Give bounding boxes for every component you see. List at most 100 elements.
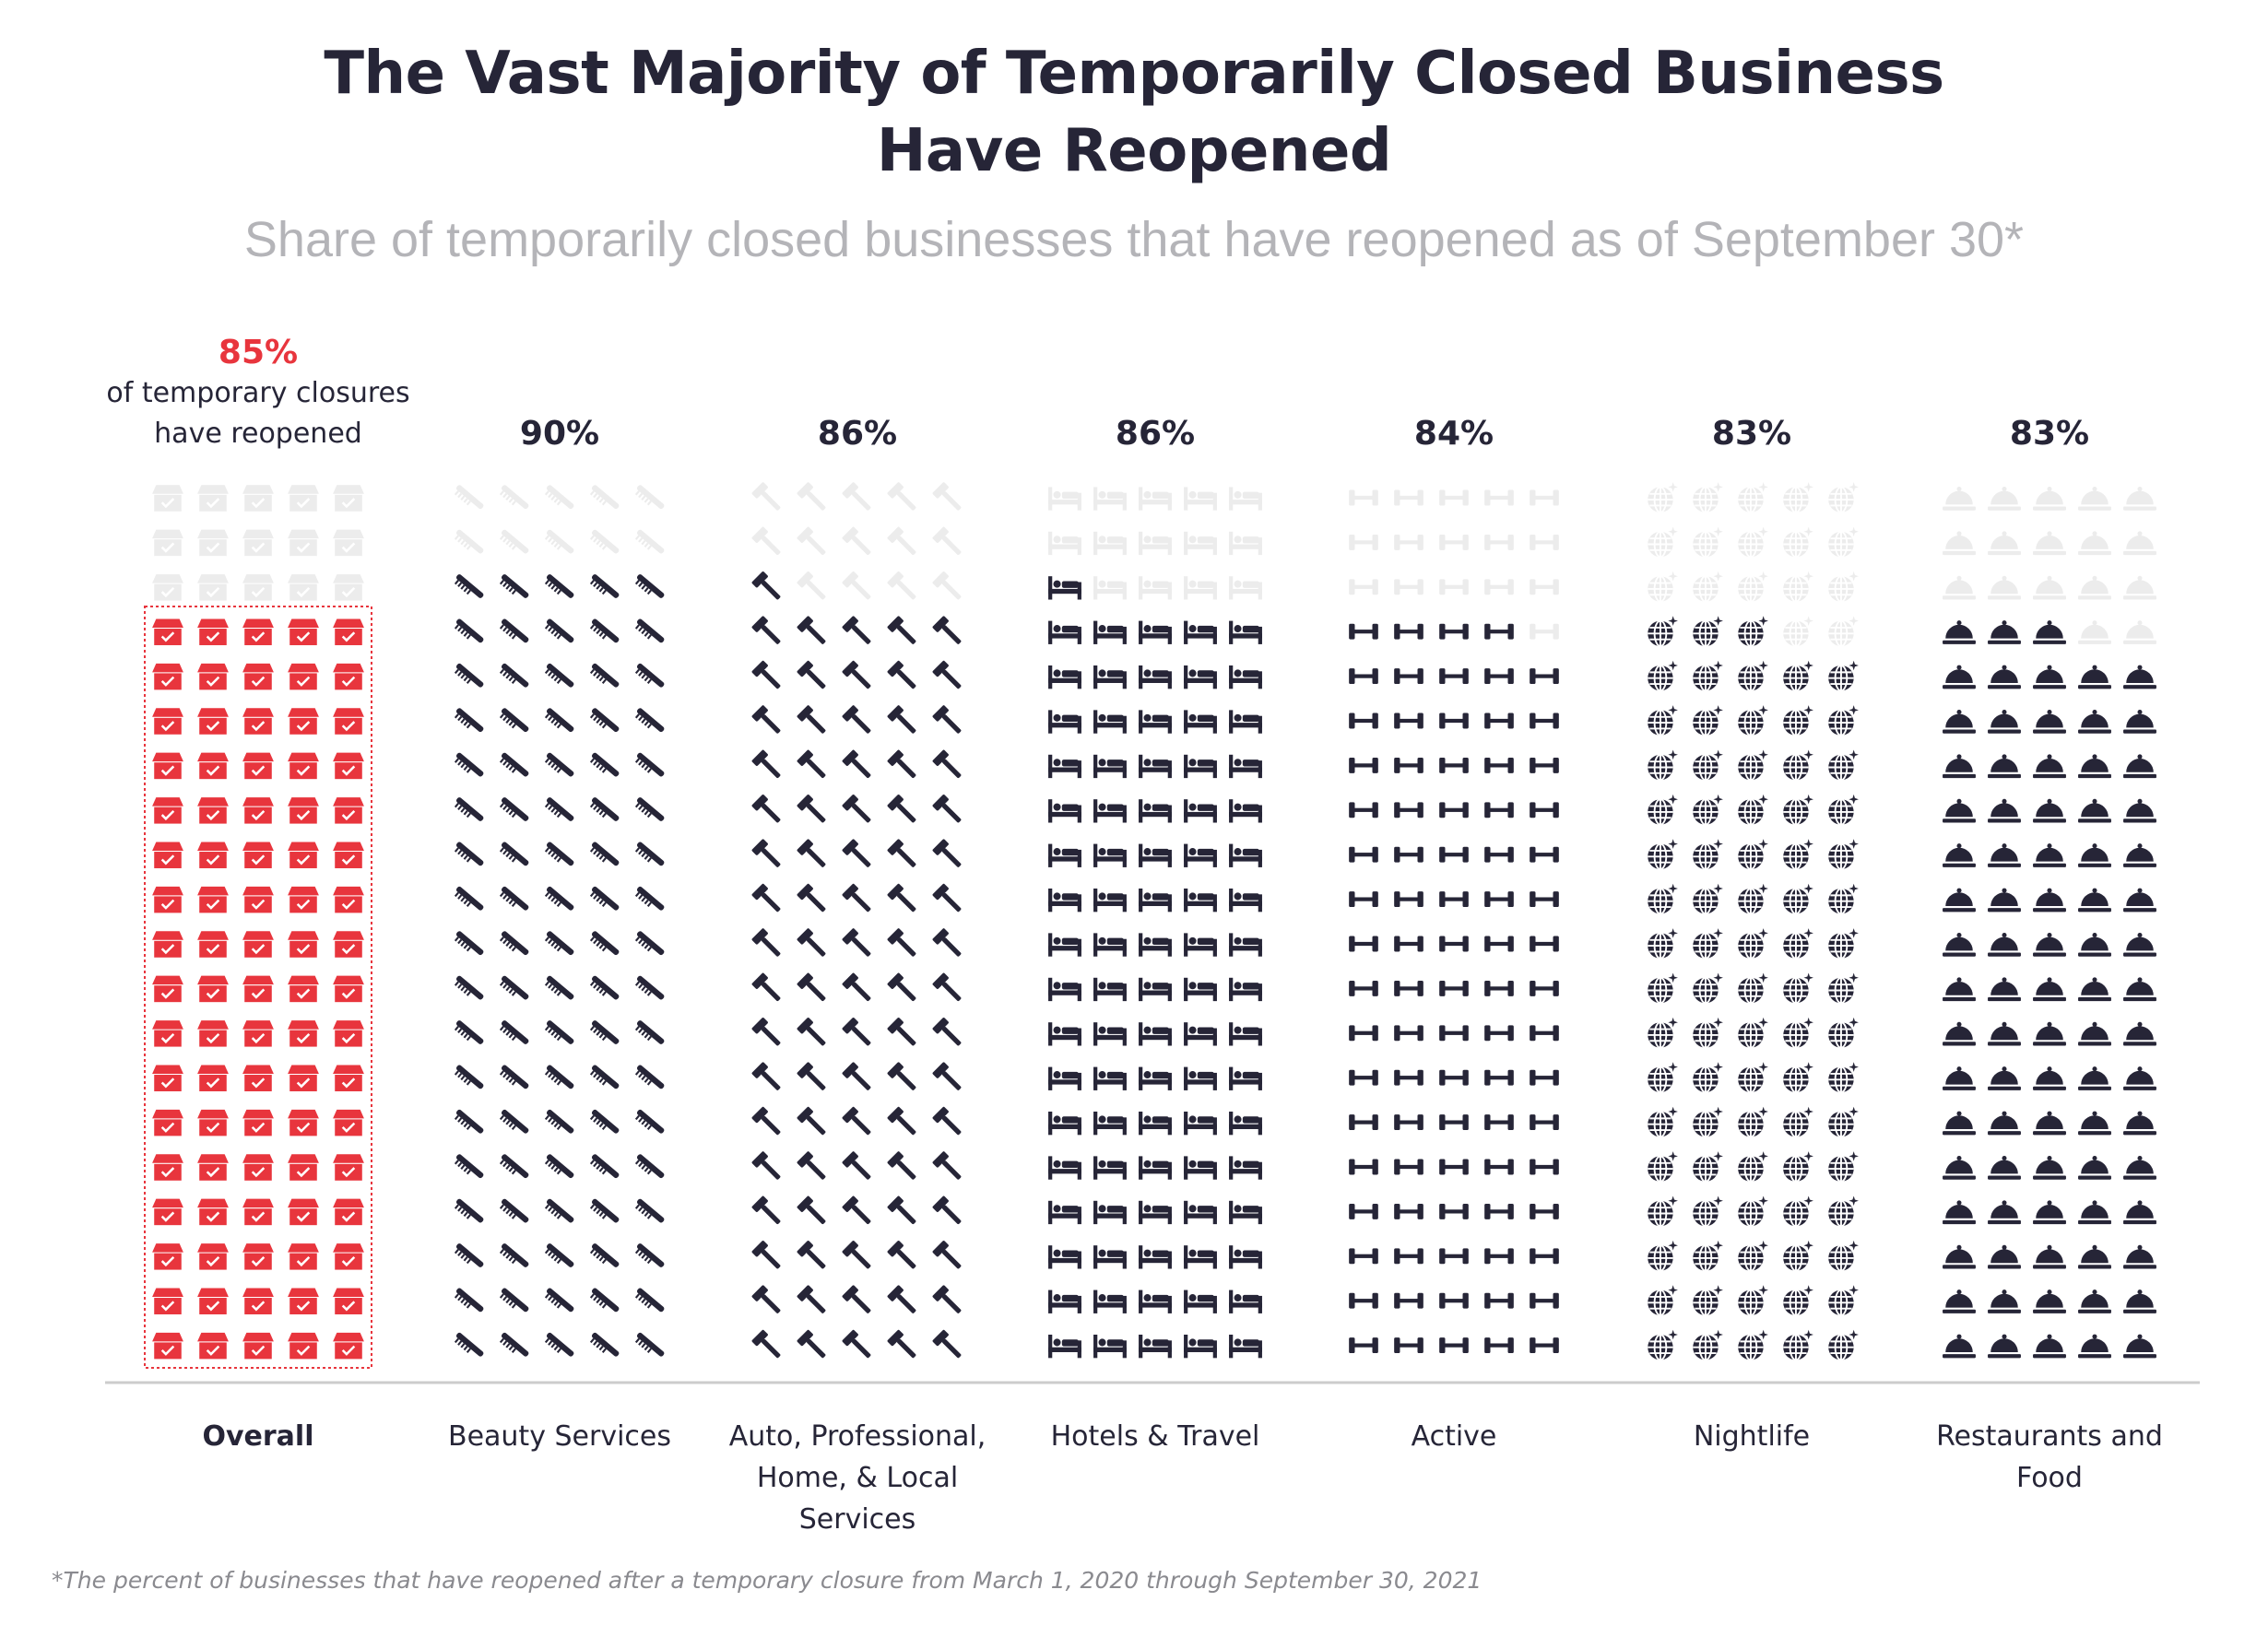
disco-ball-unit-icon xyxy=(1782,615,1814,647)
dumbbell-unit-icon xyxy=(1530,668,1559,685)
hammer-unit-icon xyxy=(750,748,782,779)
disco-ball-unit-icon xyxy=(1827,793,1860,826)
comb-unit-icon xyxy=(542,484,575,514)
hammer-unit-icon xyxy=(931,660,963,689)
hammer-unit-icon xyxy=(931,571,963,601)
disco-ball-unit-icon xyxy=(1692,659,1724,692)
icon-column-2 xyxy=(750,481,963,1359)
store-unit-icon xyxy=(241,840,276,870)
comb-unit-icon xyxy=(632,484,666,514)
comb-unit-icon xyxy=(452,573,485,603)
cloche-unit-icon xyxy=(1988,932,2021,957)
comb-unit-icon xyxy=(632,1153,666,1183)
icon-column-0 xyxy=(150,483,366,1360)
cloche-unit-icon xyxy=(2123,1334,2156,1359)
hammer-unit-icon xyxy=(931,1284,963,1314)
chart-title-line-1: The Vast Majority of Temporarily Closed … xyxy=(324,40,1944,108)
cloche-unit-icon xyxy=(2078,754,2111,779)
cloche-unit-icon xyxy=(2033,1200,2066,1225)
comb-unit-icon xyxy=(632,1331,666,1361)
icon-column-1 xyxy=(452,484,666,1361)
cloche-unit-icon xyxy=(2078,665,2111,689)
bed-unit-icon xyxy=(1184,843,1217,867)
dumbbell-unit-icon xyxy=(1530,1114,1559,1131)
hammer-unit-icon xyxy=(750,927,782,958)
disco-ball-unit-icon xyxy=(1737,1195,1769,1228)
store-unit-icon xyxy=(286,1286,321,1316)
disco-ball-unit-icon xyxy=(1692,748,1724,782)
store-unit-icon xyxy=(286,929,321,960)
comb-unit-icon xyxy=(542,841,575,871)
hammer-unit-icon xyxy=(931,927,963,958)
hammer-unit-icon xyxy=(931,1061,963,1091)
cloche-unit-icon xyxy=(2033,1244,2066,1269)
bed-unit-icon xyxy=(1229,1289,1262,1313)
store-unit-icon xyxy=(241,662,276,691)
dumbbell-unit-icon xyxy=(1439,712,1469,729)
comb-unit-icon xyxy=(542,751,575,782)
bed-unit-icon xyxy=(1184,1245,1217,1269)
cloche-unit-icon xyxy=(1943,1066,1976,1090)
disco-ball-unit-icon xyxy=(1647,748,1679,782)
comb-unit-icon xyxy=(452,841,485,871)
cloche-unit-icon xyxy=(2078,531,2111,556)
hammer-unit-icon xyxy=(931,481,963,512)
bed-unit-icon xyxy=(1229,1022,1262,1046)
dumbbell-unit-icon xyxy=(1530,1337,1559,1354)
comb-unit-icon xyxy=(452,796,485,826)
comb-unit-icon xyxy=(587,618,620,648)
comb-unit-icon xyxy=(497,618,530,648)
hammer-unit-icon xyxy=(750,1240,782,1270)
comb-unit-icon xyxy=(632,618,666,648)
cloche-unit-icon xyxy=(2078,888,2111,913)
dumbbell-unit-icon xyxy=(1484,1203,1514,1219)
disco-ball-unit-icon xyxy=(1692,971,1724,1005)
hammer-unit-icon xyxy=(841,704,872,735)
hammer-unit-icon xyxy=(841,1017,872,1047)
dumbbell-unit-icon xyxy=(1349,1069,1378,1086)
dumbbell-unit-icon xyxy=(1439,579,1469,595)
dumbbell-unit-icon xyxy=(1394,1203,1423,1219)
bed-unit-icon xyxy=(1093,754,1127,779)
bed-unit-icon xyxy=(1139,620,1172,644)
disco-ball-unit-icon xyxy=(1692,1150,1724,1183)
store-unit-icon xyxy=(331,1063,366,1093)
disco-ball-unit-icon xyxy=(1692,1105,1724,1138)
dumbbell-unit-icon xyxy=(1530,936,1559,952)
comb-unit-icon xyxy=(497,1331,530,1361)
disco-ball-unit-icon xyxy=(1647,570,1679,603)
hammer-unit-icon xyxy=(931,1106,963,1136)
cloche-unit-icon xyxy=(2033,1111,2066,1136)
bed-unit-icon xyxy=(1184,799,1217,823)
comb-unit-icon xyxy=(452,528,485,559)
store-unit-icon xyxy=(331,617,366,647)
dumbbell-unit-icon xyxy=(1349,579,1378,595)
store-unit-icon xyxy=(150,706,185,736)
comb-unit-icon xyxy=(497,707,530,737)
dumbbell-unit-icon xyxy=(1349,1025,1378,1042)
bed-unit-icon xyxy=(1048,1245,1081,1269)
dumbbell-unit-icon xyxy=(1349,1337,1378,1354)
disco-ball-unit-icon xyxy=(1692,1239,1724,1272)
cloche-unit-icon xyxy=(2123,1066,2156,1090)
cloche-unit-icon xyxy=(2123,1021,2156,1046)
comb-unit-icon xyxy=(587,885,620,915)
dumbbell-unit-icon xyxy=(1394,1159,1423,1175)
store-unit-icon xyxy=(195,528,230,558)
dumbbell-unit-icon xyxy=(1530,534,1559,550)
hammer-unit-icon xyxy=(750,571,782,601)
dumbbell-unit-icon xyxy=(1484,1025,1514,1042)
disco-ball-unit-icon xyxy=(1692,1195,1724,1228)
store-unit-icon xyxy=(195,1152,230,1183)
comb-unit-icon xyxy=(497,1197,530,1228)
disco-ball-unit-icon xyxy=(1737,659,1769,692)
comb-unit-icon xyxy=(497,528,530,559)
comb-unit-icon xyxy=(587,662,620,692)
cloche-unit-icon xyxy=(2033,1021,2066,1046)
store-unit-icon xyxy=(195,974,230,1004)
bed-unit-icon xyxy=(1048,888,1081,913)
store-unit-icon xyxy=(195,1331,230,1360)
cloche-unit-icon xyxy=(1988,709,2021,734)
dumbbell-unit-icon xyxy=(1439,846,1469,863)
comb-unit-icon xyxy=(497,573,530,603)
